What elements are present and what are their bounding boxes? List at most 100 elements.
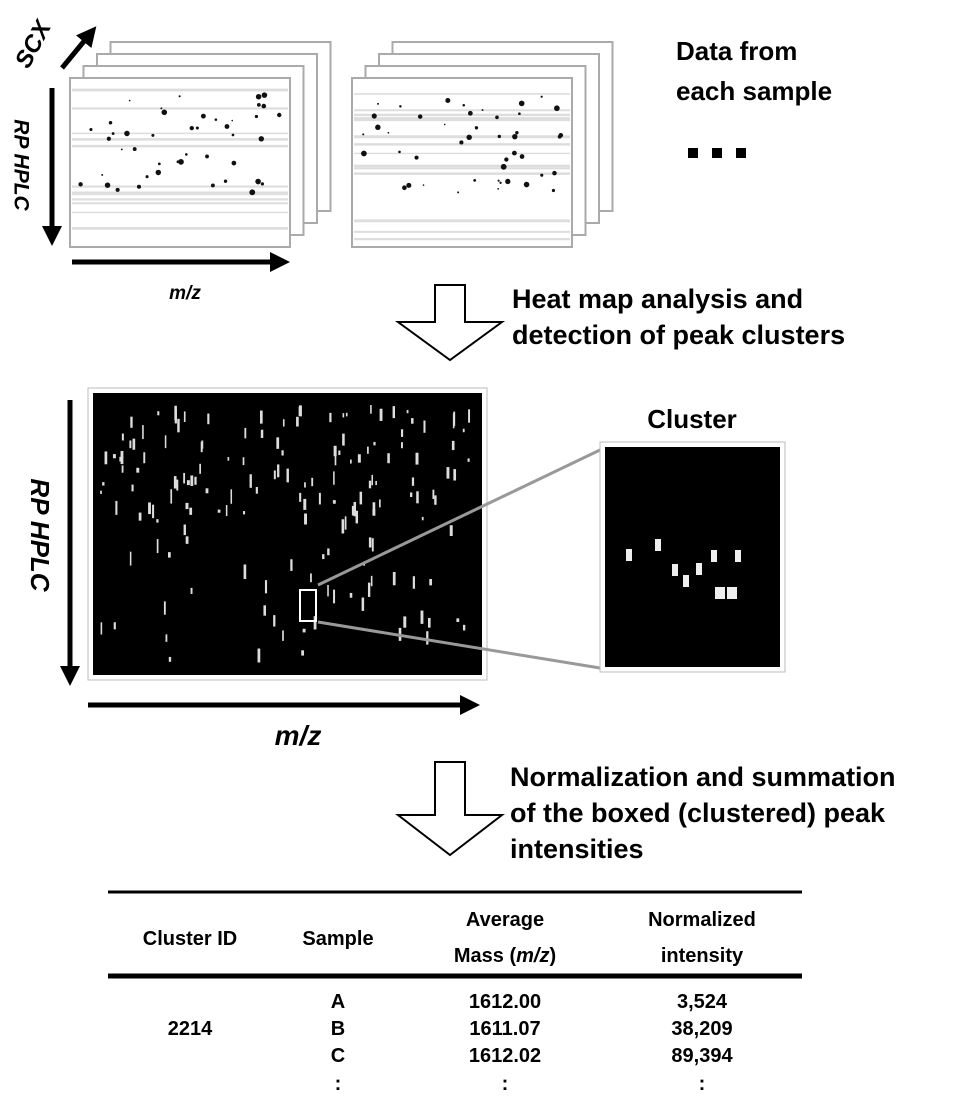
spectrum-peak [498, 135, 501, 138]
heatmap-peak [401, 442, 403, 448]
spectrum-peak [418, 114, 423, 119]
spectrum-peak [445, 98, 450, 103]
heatmap-peak [447, 467, 450, 479]
spectrum-peak [501, 164, 507, 170]
spectrum-peak [259, 136, 264, 141]
heatmap-peak [299, 493, 301, 502]
caption: Data from [676, 36, 797, 66]
spectrum-peak [498, 180, 500, 182]
table-cell: 1611.07 [469, 1018, 540, 1040]
heatmap-peak [243, 511, 245, 514]
heatmap-peak [165, 435, 167, 448]
table-cell: 3,524 [677, 991, 728, 1013]
spectrum-peak [524, 182, 530, 188]
heatmap-peak [131, 485, 133, 492]
heatmap-peak [452, 441, 455, 450]
spectrum-peak [158, 162, 161, 165]
spectrum-peak [540, 174, 543, 177]
heatmap-peak [393, 572, 396, 585]
heatmap-peak [369, 481, 371, 489]
spectrum-peak [78, 182, 82, 186]
spectrum-peak [462, 104, 465, 107]
table-header: intensity [661, 945, 744, 967]
header-part: Mass ( [454, 945, 517, 967]
continuation: : [335, 1073, 342, 1095]
spectrum-peak [473, 179, 476, 182]
spectrum-peak [116, 188, 120, 192]
continuation: : [699, 1073, 706, 1095]
spectrum-peak [512, 134, 517, 139]
heatmap-peak [183, 473, 185, 483]
cluster-id: 2214 [168, 1018, 213, 1040]
heatmap-peak [244, 428, 246, 438]
heatmap-peak [194, 477, 196, 485]
heatmap-peak [199, 464, 201, 474]
table-rows: A1612.003,524B1611.0738,209C1612.0289,39… [331, 991, 734, 1095]
heatmap-peak [322, 554, 324, 559]
heatmap-peak [423, 420, 425, 432]
heatmap-peak [256, 487, 258, 494]
rp-label: RP HPLC [25, 478, 55, 592]
spectrum-peak [121, 149, 123, 151]
caption: each sample [676, 76, 832, 106]
heatmap-peak [101, 622, 103, 634]
spectrum-peak [89, 128, 92, 131]
heatmap-peak [201, 442, 203, 452]
heatmap-peak [299, 407, 301, 416]
spectrum-peak [249, 189, 255, 195]
heatmap-peak [274, 470, 276, 479]
heatmap-peak [187, 480, 190, 485]
heatmap-peak [350, 593, 353, 598]
spectrum-peak [552, 189, 555, 192]
spectrum-peak [406, 183, 411, 188]
heatmap-peak [244, 564, 247, 579]
heatmap-peak [422, 517, 424, 520]
heatmap-peak [303, 629, 306, 633]
spectrum-peak [423, 184, 425, 186]
heatmap-peak [114, 622, 116, 629]
heatmap-peak [113, 454, 116, 458]
heatmap-peak [281, 450, 283, 455]
spectrum-peak [205, 154, 209, 158]
heatmap-peak [373, 502, 376, 509]
heatmap-peak [373, 442, 375, 445]
spectrum-peak [151, 134, 154, 137]
step-arrow [398, 285, 502, 360]
spectrum-peak [257, 103, 261, 107]
heatmap-peak [185, 503, 188, 509]
heatmap-peak [122, 434, 124, 441]
heatmap-peak [136, 468, 139, 473]
spectrum-peak [362, 133, 364, 135]
heatmap-peak [130, 552, 132, 566]
heatmap-peak [453, 469, 456, 480]
spectrum-peak [109, 121, 112, 124]
heatmap-peak [371, 475, 373, 485]
table-header: Cluster ID [143, 928, 237, 950]
heatmap-peak [170, 489, 172, 503]
heatmap-peak [143, 452, 145, 463]
heatmap-peak [177, 419, 179, 432]
heatmap-peak [333, 590, 335, 604]
header-part: m/z [516, 945, 549, 967]
heatmap-peak [283, 419, 285, 426]
diagram: SCX RP HPLC m/z Data from each sample He… [0, 0, 966, 1120]
spectrum-peak [196, 127, 199, 130]
heatmap-peak [152, 505, 154, 518]
heatmap-peak [168, 552, 171, 557]
heatmap-peak [265, 580, 267, 593]
heatmap-peak [157, 539, 159, 553]
heatmap-peak [360, 492, 363, 505]
heatmap-peak [228, 457, 230, 461]
heatmap-peak [362, 598, 365, 611]
heatmap-peak [342, 434, 345, 446]
heatmap-peak [407, 410, 409, 413]
heatmap-peak [342, 519, 345, 533]
spectrum-peak [255, 115, 258, 118]
spectrum-peak [504, 157, 508, 161]
heatmap-peak [226, 505, 228, 516]
spectrum-peak [497, 188, 499, 190]
spectrum-peak [495, 116, 499, 120]
heatmap-peak [345, 516, 347, 529]
heatmap-peak [403, 616, 406, 627]
spectrum-peak [232, 134, 235, 137]
